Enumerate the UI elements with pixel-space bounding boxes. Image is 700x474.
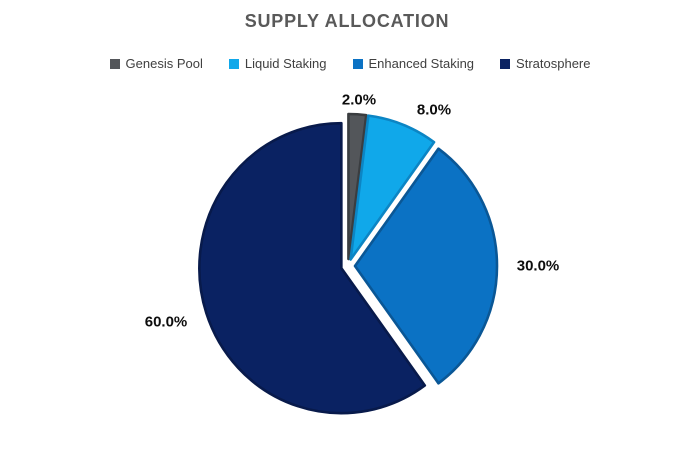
legend-item-stratosphere: Stratosphere: [500, 56, 590, 71]
legend-swatch-liquid-staking: [228, 58, 239, 69]
data-label-liquid-staking: 8.0%: [416, 101, 452, 119]
legend-label: Enhanced Staking: [368, 56, 475, 71]
legend-item-enhanced-staking: Enhanced Staking: [352, 56, 475, 71]
data-label-enhanced-staking: 30.0%: [516, 257, 560, 275]
legend-item-liquid-staking: Liquid Staking: [228, 56, 327, 71]
legend-swatch-stratosphere: [500, 58, 511, 69]
legend-label: Stratosphere: [516, 56, 591, 71]
pie-slice-enhanced-staking: [353, 147, 499, 385]
chart-title: SUPPLY ALLOCATION: [244, 11, 450, 31]
pie-slice-liquid-staking: [349, 114, 436, 261]
legend-swatch-enhanced-staking: [352, 58, 363, 69]
pie-slice-stratosphere: [198, 121, 427, 415]
legend-swatch-genesis-pool: [109, 58, 120, 69]
data-label-stratosphere: 60.0%: [144, 313, 188, 331]
legend-label: Liquid Staking: [244, 56, 327, 71]
pie-slice-genesis-pool: [347, 112, 368, 261]
legend-item-genesis-pool: Genesis Pool: [109, 56, 203, 71]
chart-legend: Genesis Pool Liquid Staking Enhanced Staki…: [0, 56, 700, 71]
data-label-genesis-pool: 2.0%: [341, 91, 377, 109]
legend-label: Genesis Pool: [125, 56, 203, 71]
